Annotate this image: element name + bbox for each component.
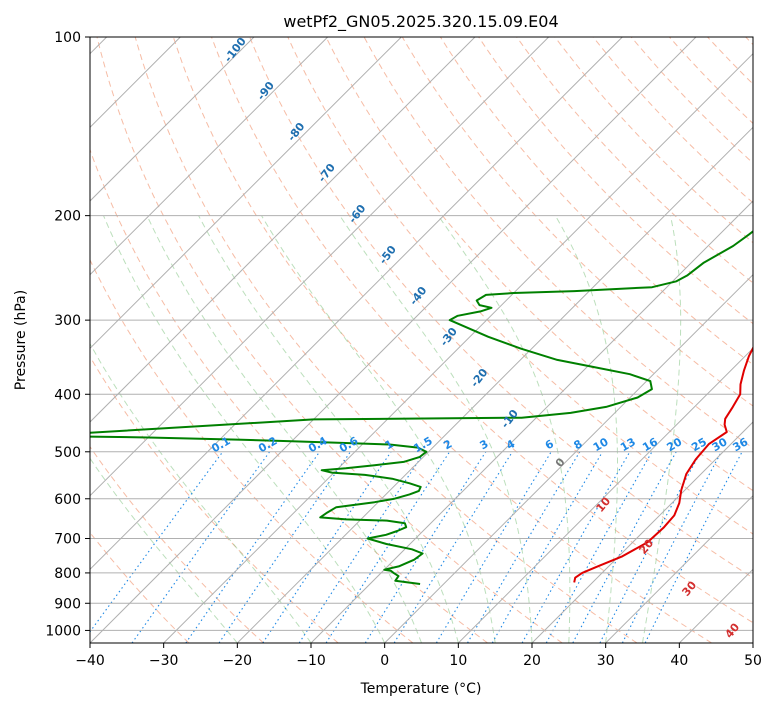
moist-adiabat-line [261,215,496,643]
y-tick-label: 700 [54,532,81,548]
x-tick-label: 10 [449,653,467,669]
plot-frame [89,36,754,644]
y-tick-label: 400 [54,387,81,403]
x-tick-label: −30 [149,653,179,669]
isotherm-line [90,37,550,497]
x-axis: −40 −30 −20 −10 0 10 20 30 40 50 [75,643,762,669]
isotherm-line [310,200,753,643]
x-tick-label: 0 [380,653,389,669]
mixing-ratio-line [298,451,426,643]
mixing-ratio-line [185,451,321,643]
dry-adiabat-line [90,258,414,643]
isotherm-line [531,421,753,643]
x-tick-label: 50 [744,653,762,669]
chart-title: wetPf2_GN05.2025.320.15.09.E04 [283,12,558,32]
y-tick-label: 1000 [45,623,81,639]
moist-adiabat-line [437,215,571,643]
isotherm-line [90,37,402,350]
dry-adiabat-line [90,445,264,643]
dry-adiabat-line [134,37,638,643]
moist-adiabat-line [90,342,312,643]
x-tick-label: −10 [296,653,326,669]
dry-adiabat-line [96,37,563,643]
dry-adiabat-line [325,37,753,492]
y-axis: 100 200 300 400 500 600 700 800 900 1000 [45,30,90,639]
y-tick-label: 200 [54,209,81,225]
y-tick-label: 900 [54,596,81,612]
mixing-ratio-line [131,451,271,643]
moist-adiabat-line [554,215,618,643]
mixing-ratio-line [364,451,487,643]
x-axis-title: Temperature (°C) [360,681,482,697]
dry-adiabat-line [516,37,753,284]
mixing-ratio-line [467,451,581,643]
y-tick-label: 100 [54,30,81,46]
mixing-ratio-line [90,451,224,633]
x-tick-label: −20 [223,653,253,669]
mixing-ratio-line [325,451,451,643]
moist-adiabat-line [146,215,422,643]
temperature-line [573,345,753,583]
x-tick-label: 40 [670,653,688,669]
moist-adiabat-line [103,215,386,643]
isotherm-line [163,52,753,643]
x-tick-label: 20 [523,653,541,669]
isotherm-line [384,273,753,643]
isotherm-line [90,37,623,571]
dry-adiabat-line [630,37,753,164]
dry-adiabat-line [249,37,753,579]
isotherm-line [90,37,697,643]
dry-adiabat-line [172,37,712,643]
grid-lines [90,37,753,643]
mixing-ratio-line [491,451,603,643]
y-tick-label: 300 [54,313,81,329]
isotherm-line [236,126,753,643]
series-lines [90,230,753,585]
isotherm-line [457,347,753,643]
mixing-ratio-line [435,451,552,643]
x-tick-label: 30 [597,653,615,669]
dry-adiabat-line [478,37,753,325]
isotherm-line [90,37,255,202]
dry-adiabat-line [592,37,753,204]
moist-adiabat-line [642,215,682,643]
y-tick-label: 800 [54,566,81,582]
y-tick-label: 500 [54,445,81,461]
dry-adiabat-line [211,37,753,624]
mixing-ratio-line [393,451,513,643]
moist-adiabat-line [90,457,238,643]
isotherm-line [90,37,329,276]
y-tick-label: 600 [54,492,81,508]
isotherm-line [605,494,753,643]
dewpoint-line [90,230,753,585]
mixing-ratio-line [572,451,677,643]
x-tick-label: −40 [75,653,105,669]
y-axis-title: Pressure (hPa) [13,290,29,390]
dry-adiabat-line [401,37,753,407]
isotherm-line [90,37,476,423]
mixing-ratio-line [521,451,631,643]
moist-adiabat-line [339,215,533,643]
